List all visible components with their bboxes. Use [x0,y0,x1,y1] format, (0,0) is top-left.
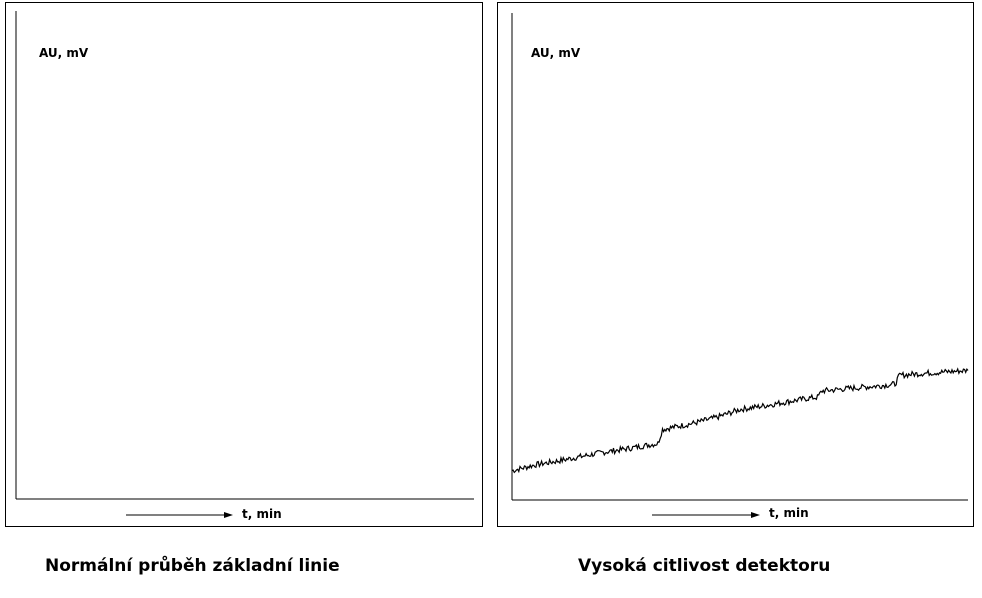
x-axis-label: t, min [242,507,282,521]
chart-plot-left [15,11,474,518]
chart-panel-left: AU, mV t, min [5,2,483,527]
chart-caption-left: Normální průběh základní linie [45,556,340,576]
chart-panel-right: AU, mV t, min [497,2,974,527]
series-layer [511,367,969,474]
chart-plot-right [511,13,969,518]
y-axis-label: AU, mV [531,46,581,60]
y-axis-label: AU, mV [39,46,89,60]
chart-caption-right: Vysoká citlivost detektoru [578,556,831,576]
time-arrow-head [224,512,233,518]
time-arrow-head [751,512,760,518]
x-axis-label: t, min [769,506,809,520]
series-line-0 [511,367,969,474]
